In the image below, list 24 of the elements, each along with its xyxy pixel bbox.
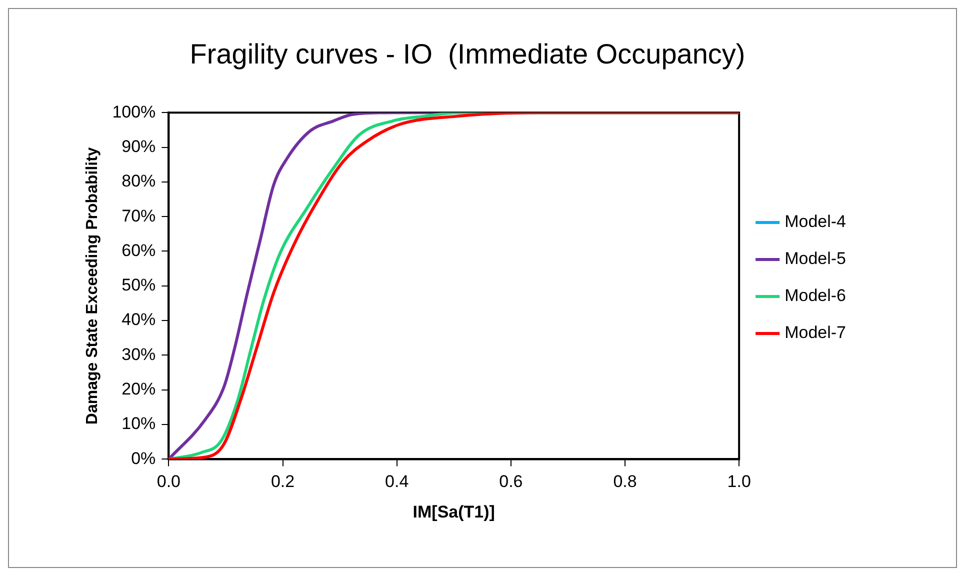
x-tick-label: 0.2 [270,472,295,492]
y-tick-label: 90% [122,136,156,156]
y-tick-label: 80% [122,172,156,191]
legend-label: Model-7 [784,323,846,342]
y-tick-label: 60% [122,240,156,260]
x-tick-label: 0.8 [613,472,637,492]
x-tick-label: 0.6 [499,472,523,492]
y-tick-label: 0% [131,448,156,468]
y-tick-label: 10% [122,414,156,434]
x-axis-title: IM[Sa(T1)] [412,502,495,522]
x-tick-label: 1.0 [727,472,751,492]
y-tick-label: 70% [122,206,156,226]
x-tick-label: 0.4 [385,472,409,492]
y-tick-label: 20% [122,380,156,399]
y-axis-title: Damage State Exceeding Probability [84,147,102,425]
y-tick-label: 30% [122,344,156,364]
legend-label: Model-5 [784,249,846,268]
chart-title: Fragility curves - IO (Immediate Occupancy) [190,38,746,70]
y-tick-label: 40% [122,310,156,330]
x-tick-label: 0.0 [156,472,180,492]
legend-label: Model-4 [784,212,846,232]
legend-label: Model-6 [784,286,846,306]
y-tick-label: 100% [112,102,156,122]
y-tick-label: 50% [122,276,156,295]
